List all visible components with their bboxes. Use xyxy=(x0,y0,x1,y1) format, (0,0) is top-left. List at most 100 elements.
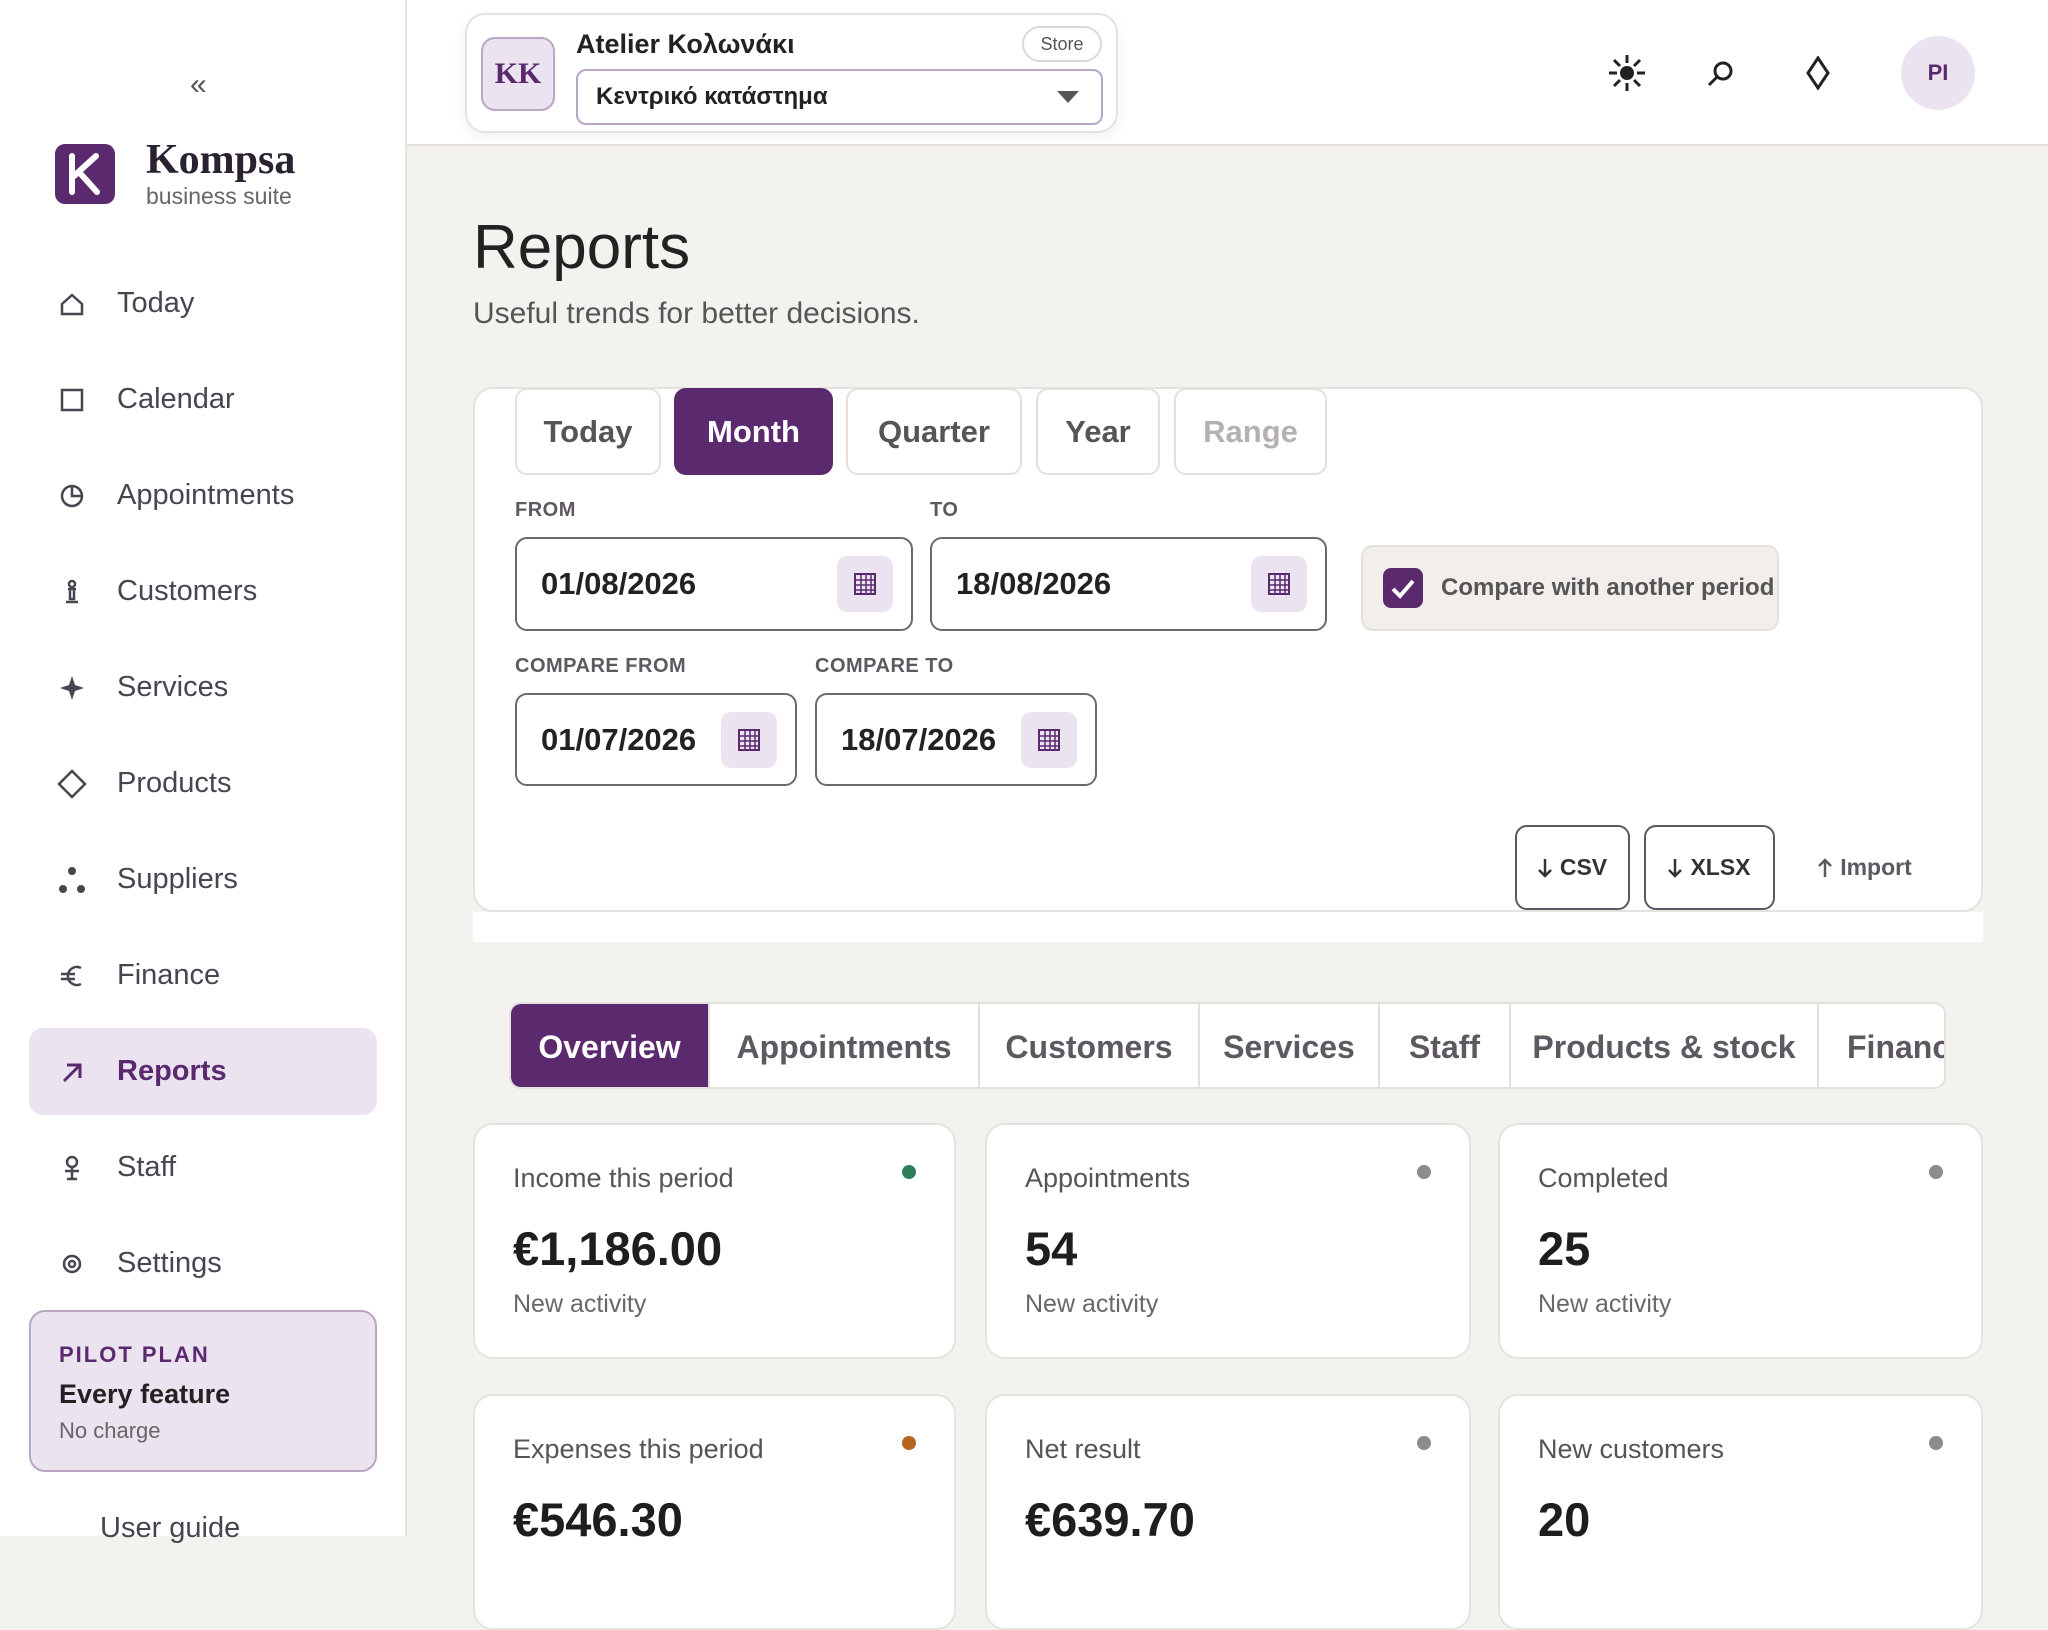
nav-item[interactable]: Calendar xyxy=(29,356,377,443)
notifications-button[interactable] xyxy=(1805,56,1831,90)
up-arrow xyxy=(1818,857,1833,877)
period-tab[interactable]: Year xyxy=(1036,388,1160,475)
report-tabs: Overview Appointments Customers Services Sta… xyxy=(509,1002,1946,1089)
nav-item[interactable]: Products xyxy=(29,740,377,827)
to-input[interactable]: 18/08/2026 xyxy=(930,537,1327,631)
period-tab[interactable]: Today xyxy=(515,388,661,475)
to-value: 18/08/2026 xyxy=(956,566,1112,601)
kpi-label: Net result xyxy=(1025,1434,1141,1464)
nav-item[interactable]: Customers xyxy=(29,548,377,635)
nav-label: Services xyxy=(117,671,229,703)
store-name: Atelier Κολωνάκι xyxy=(576,29,795,59)
panel-strip xyxy=(473,912,1983,942)
calendar-icon xyxy=(738,728,760,751)
kpi-note: New activity xyxy=(1025,1290,1159,1318)
nav-item[interactable]: Staff xyxy=(29,1124,377,1211)
location-select[interactable]: Κεντρικό κατάστημα xyxy=(576,69,1103,125)
report-tab[interactable]: Services xyxy=(1200,1004,1380,1087)
calendar-icon xyxy=(854,573,876,595)
compare-from-label: COMPARE FROM xyxy=(515,655,687,677)
compare-toggle[interactable]: Compare with another period xyxy=(1361,545,1779,631)
period-tab[interactable]: Quarter xyxy=(846,388,1022,475)
nav-icon xyxy=(61,965,82,986)
csv-button[interactable]: CSV xyxy=(1515,825,1630,910)
nav-icon xyxy=(65,1155,79,1180)
nav-label: Customers xyxy=(117,575,258,607)
nav-label: Calendar xyxy=(117,383,235,415)
compare-from-value: 01/07/2026 xyxy=(541,721,697,757)
to-label: TO xyxy=(930,499,959,521)
nav-icon xyxy=(62,1254,82,1273)
nav-label: Products xyxy=(117,767,232,799)
kpi-note: New activity xyxy=(1538,1290,1672,1318)
from-label: FROM xyxy=(515,499,576,521)
period-tab[interactable]: Month xyxy=(674,388,833,475)
calendar-button[interactable] xyxy=(837,556,893,612)
nav-item[interactable]: Today xyxy=(29,260,377,347)
compare-to-label: COMPARE TO xyxy=(815,655,954,677)
report-tab[interactable]: Appointments xyxy=(710,1004,980,1087)
kpi-status-dot xyxy=(902,1436,916,1450)
compare-to-value: 18/07/2026 xyxy=(841,721,997,757)
csv-label: CSV xyxy=(1559,854,1608,880)
from-input[interactable]: 01/08/2026 xyxy=(515,537,913,631)
report-tab[interactable]: Finance xyxy=(1847,1029,1944,1065)
report-tab[interactable]: Customers xyxy=(980,1004,1200,1087)
nav-label: Suppliers xyxy=(117,863,238,895)
nav-icon xyxy=(57,768,87,799)
kpi-label: New customers xyxy=(1538,1434,1725,1464)
kpi-label: Expenses this period xyxy=(513,1434,764,1464)
search-button[interactable] xyxy=(1705,58,1737,90)
kpi-card: New customers 20 xyxy=(1498,1394,1983,1630)
down-arrow xyxy=(1668,858,1683,878)
kpi-label: Completed xyxy=(1538,1163,1669,1193)
nav-item[interactable]: Reports xyxy=(29,1028,377,1115)
xlsx-label: XLSX xyxy=(1690,854,1751,880)
nav-label: Reports xyxy=(117,1055,227,1087)
kpi-card: Completed 25 New activity xyxy=(1498,1123,1983,1359)
report-tab[interactable]: Overview xyxy=(511,1004,710,1087)
kpi-value: 54 xyxy=(1025,1222,1078,1275)
kpi-card: Net result €639.70 xyxy=(985,1394,1471,1630)
collapse-button[interactable]: « xyxy=(190,68,207,101)
import-button[interactable]: Import xyxy=(1805,825,1925,910)
avatar[interactable]: PI xyxy=(1901,36,1975,110)
store-card: KK Atelier Κολωνάκι Store Κεντρικό κατάσ… xyxy=(465,13,1118,133)
plan-box: PILOT PLAN Every feature No charge xyxy=(29,1310,377,1472)
nav-label: Staff xyxy=(117,1151,177,1183)
kpi-status-dot xyxy=(1929,1165,1943,1179)
nav-icon xyxy=(62,1063,82,1082)
calendar-button[interactable] xyxy=(1021,711,1077,768)
page-title: Reports xyxy=(473,213,691,282)
report-tab[interactable]: Staff xyxy=(1380,1004,1511,1087)
report-tab[interactable]: Products & stock xyxy=(1511,1004,1819,1087)
checkbox[interactable] xyxy=(1383,568,1423,608)
nav-label: Today xyxy=(117,287,195,319)
nav-item[interactable]: Suppliers xyxy=(29,836,377,923)
kpi-value: 25 xyxy=(1538,1222,1591,1275)
user-guide-link[interactable]: User guide xyxy=(100,1512,241,1544)
kpi-label: Income this period xyxy=(513,1163,734,1193)
period-tab[interactable]: Range xyxy=(1174,388,1327,475)
nav-item[interactable]: Settings xyxy=(29,1220,377,1307)
kpi-card: Appointments 54 New activity xyxy=(985,1123,1471,1359)
xlsx-button[interactable]: XLSX xyxy=(1644,825,1775,910)
theme-toggle[interactable] xyxy=(1607,53,1647,93)
calendar-button[interactable] xyxy=(1251,556,1307,612)
nav-item[interactable]: Finance xyxy=(29,932,377,1019)
calendar-icon xyxy=(1268,573,1290,595)
calendar-button[interactable] xyxy=(721,711,777,768)
compare-to-input[interactable]: 18/07/2026 xyxy=(815,693,1097,786)
nav-item[interactable]: Appointments xyxy=(29,452,377,539)
nav-label: Appointments xyxy=(117,479,295,511)
compare-from-input[interactable]: 01/07/2026 xyxy=(515,693,797,786)
kpi-label: Appointments xyxy=(1025,1163,1191,1193)
kpi-value: €1,186.00 xyxy=(513,1222,723,1275)
kpi-value: 20 xyxy=(1538,1493,1591,1546)
down-arrow xyxy=(1537,858,1552,878)
nav-item[interactable]: Services xyxy=(29,644,377,731)
kpi-card: Expenses this period €546.30 xyxy=(473,1394,956,1630)
nav-icon xyxy=(60,484,84,507)
plan-label: PILOT PLAN xyxy=(59,1342,210,1367)
